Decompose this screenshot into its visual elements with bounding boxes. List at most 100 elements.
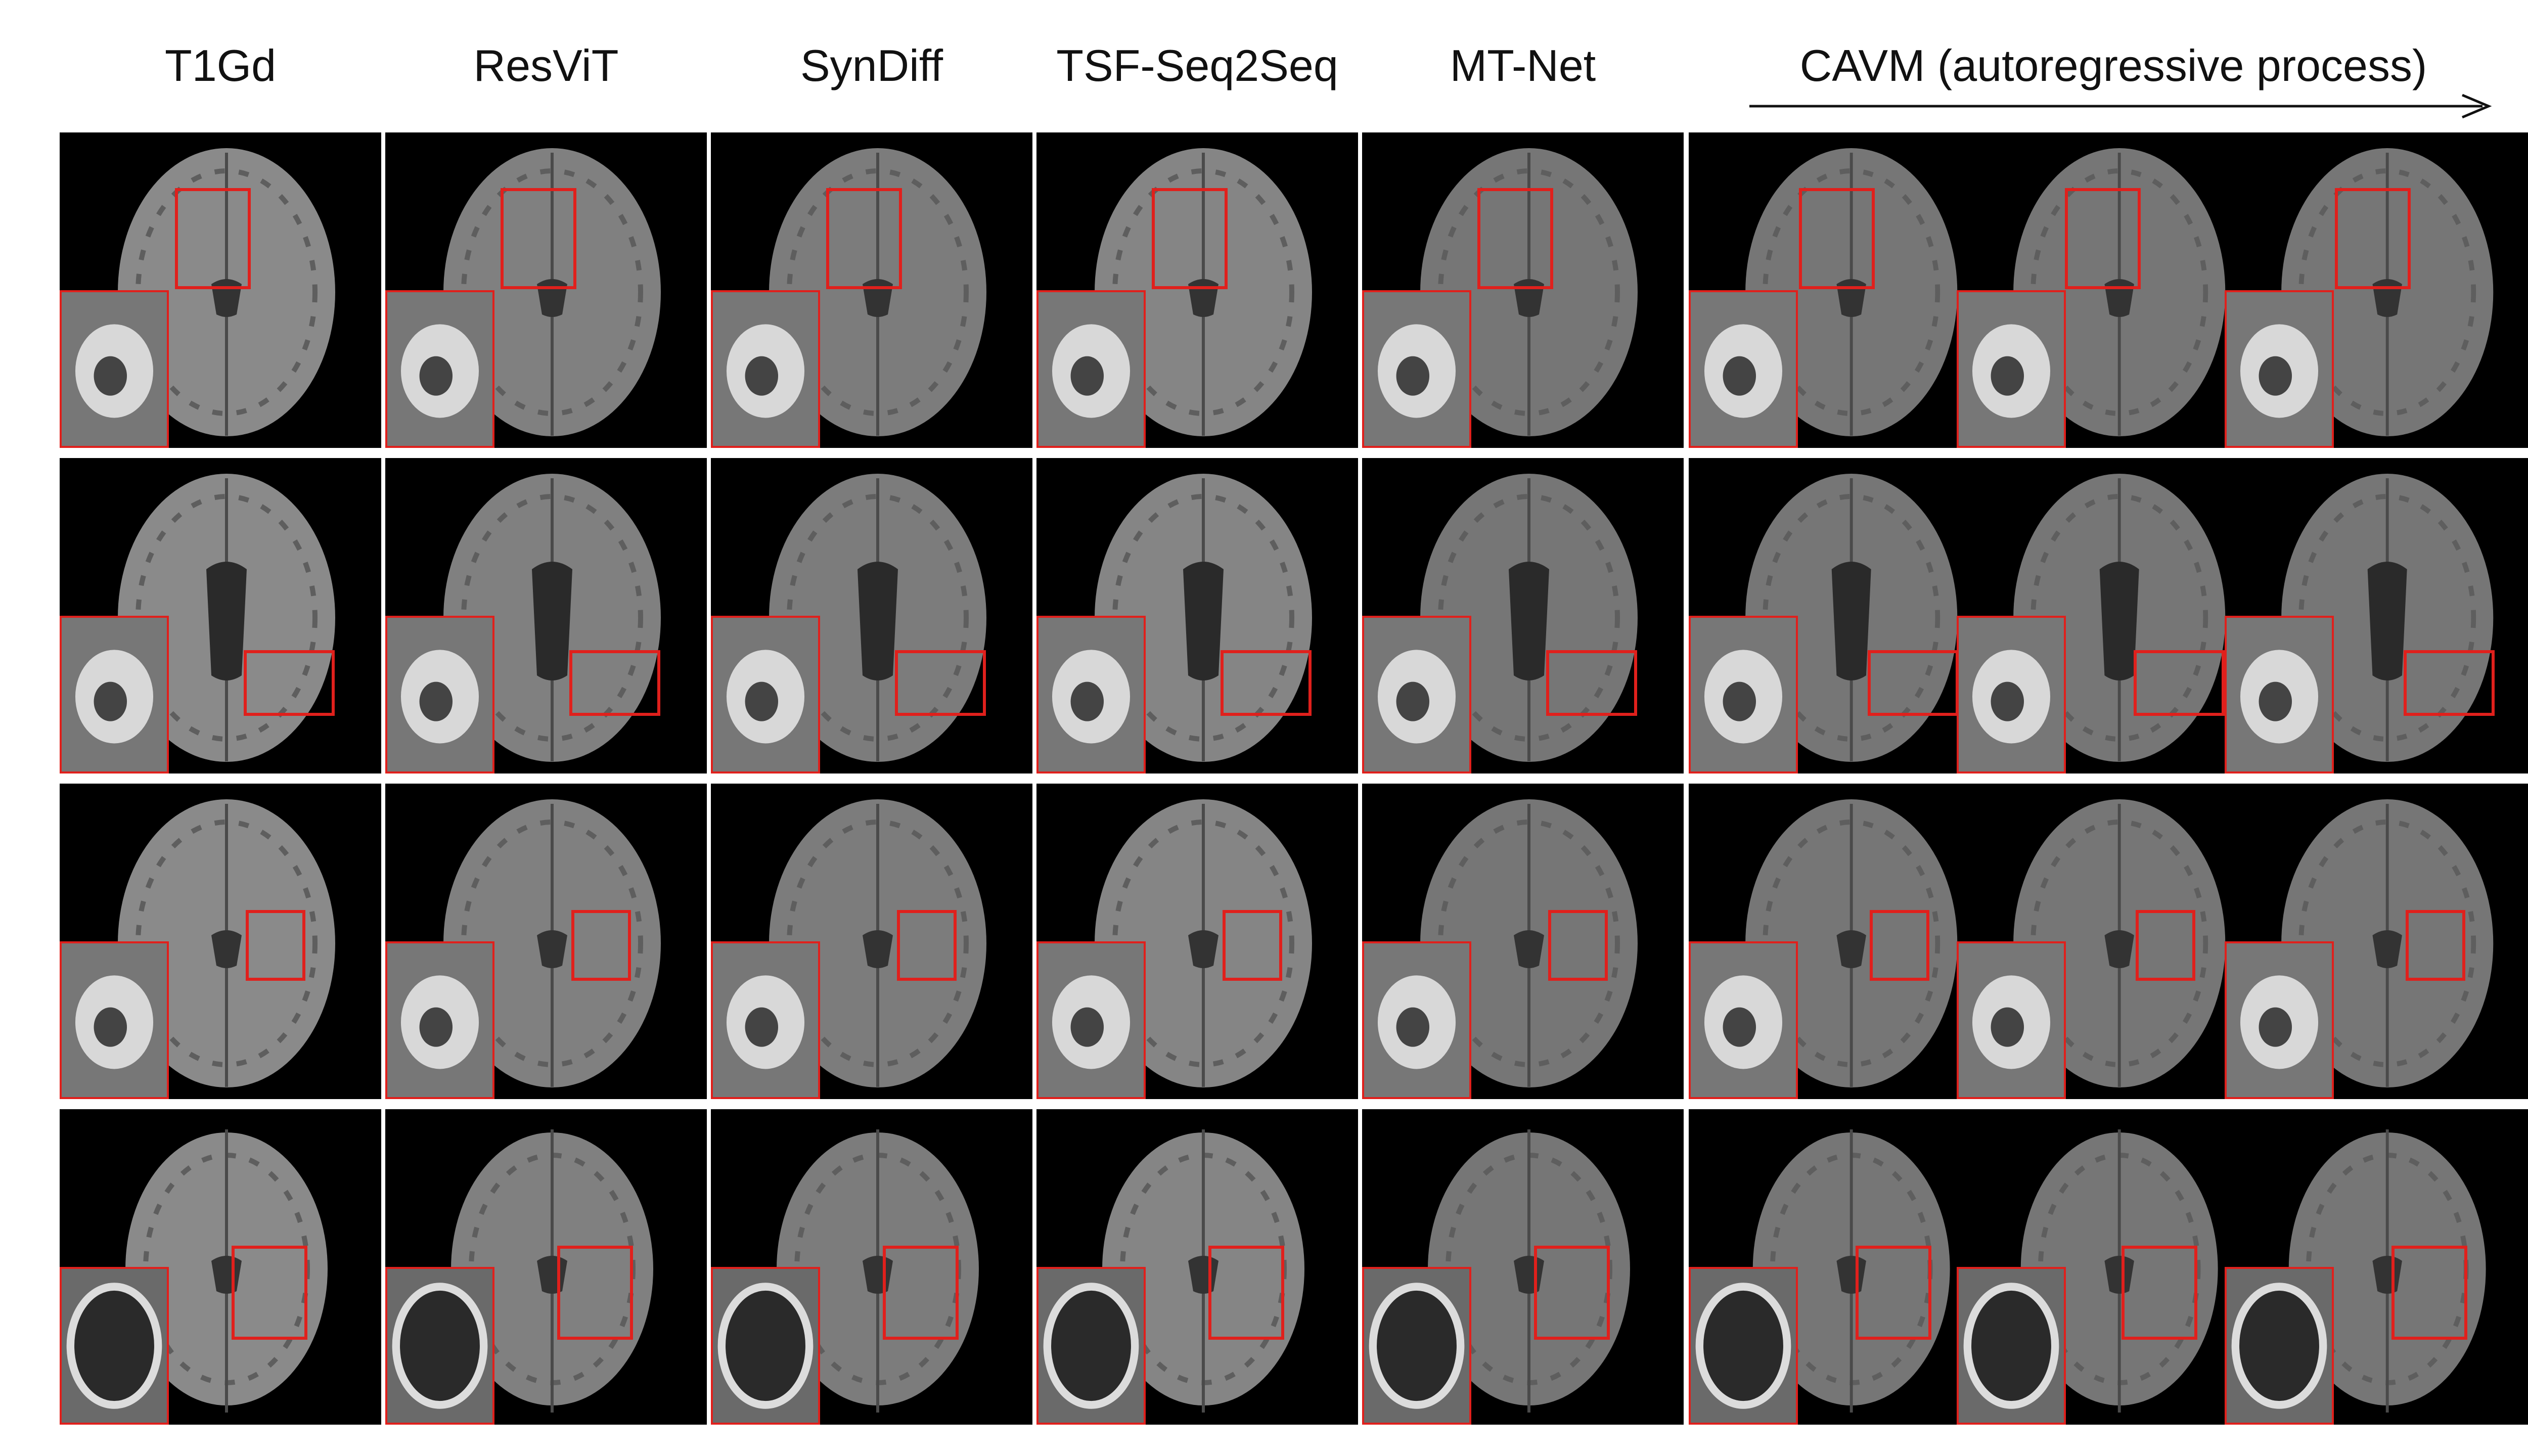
zoom-inset — [1957, 290, 2066, 448]
roi-box — [501, 188, 576, 289]
image-row-case-3 — [60, 784, 2528, 1099]
roi-box — [571, 910, 631, 981]
roi-box — [1477, 188, 1553, 289]
mri-slice-case-1-col0 — [60, 132, 381, 448]
autoregressive-arrow — [1749, 94, 2492, 119]
mri-slice-case-2-col1 — [385, 458, 707, 774]
zoom-inset — [2225, 941, 2334, 1099]
zoom-inset — [385, 1267, 494, 1425]
mri-slice-case-4-cavm — [1689, 1109, 2528, 1425]
roi-box — [232, 1246, 307, 1340]
zoom-inset — [385, 941, 494, 1099]
mri-slice-case-2-col4 — [1362, 458, 1684, 774]
column-header-syndiff: SynDiff — [800, 40, 943, 90]
zoom-inset — [1036, 290, 1146, 448]
image-row-case-4 — [60, 1109, 2528, 1425]
roi-box — [1208, 1246, 1284, 1340]
mri-slice-case-2-col0 — [60, 458, 381, 774]
zoom-inset — [385, 290, 494, 448]
column-header-t1gd: T1Gd — [164, 40, 277, 90]
cavm-step-3 — [2225, 1109, 2528, 1425]
mri-slice-case-1-col2 — [711, 132, 1032, 448]
roi-box — [2134, 650, 2225, 716]
roi-box — [2391, 1246, 2467, 1340]
mri-slice-case-3-cavm — [1689, 784, 2528, 1099]
roi-box — [1856, 1246, 1931, 1340]
mri-slice-case-1-col1 — [385, 132, 707, 448]
roi-box — [1223, 910, 1282, 981]
roi-box — [1152, 188, 1228, 289]
cavm-step-1 — [1689, 784, 2002, 1099]
zoom-inset — [2225, 290, 2334, 448]
cavm-step-1 — [1689, 132, 2002, 448]
mri-slice-case-3-col4 — [1362, 784, 1684, 1099]
roi-box — [244, 650, 335, 716]
roi-box — [557, 1246, 633, 1340]
cavm-step-2 — [1957, 132, 2270, 448]
roi-box — [2406, 910, 2465, 981]
roi-box — [1870, 910, 1929, 981]
zoom-inset — [60, 941, 169, 1099]
zoom-inset — [711, 290, 820, 448]
zoom-inset — [2225, 616, 2334, 774]
roi-box — [2404, 650, 2495, 716]
zoom-inset — [1689, 290, 1798, 448]
mri-slice-case-3-col0 — [60, 784, 381, 1099]
cavm-step-1 — [1689, 1109, 2002, 1425]
zoom-inset — [1689, 941, 1798, 1099]
zoom-inset — [1957, 941, 2066, 1099]
roi-box — [1534, 1246, 1610, 1340]
cavm-step-3 — [2225, 458, 2528, 774]
zoom-inset — [1362, 616, 1471, 774]
zoom-inset — [60, 1267, 169, 1425]
zoom-inset — [711, 1267, 820, 1425]
image-row-case-2 — [60, 458, 2528, 774]
roi-box — [1221, 650, 1312, 716]
zoom-inset — [60, 616, 169, 774]
zoom-inset — [1957, 1267, 2066, 1425]
cavm-step-3 — [2225, 132, 2528, 448]
roi-box — [897, 910, 957, 981]
roi-box — [246, 910, 305, 981]
cavm-step-2 — [1957, 458, 2270, 774]
zoom-inset — [1689, 1267, 1798, 1425]
column-header-tsf-seq2seq: TSF-Seq2Seq — [1056, 40, 1338, 90]
zoom-inset — [1957, 616, 2066, 774]
mri-slice-case-2-col3 — [1036, 458, 1358, 774]
mri-slice-case-3-col2 — [711, 784, 1032, 1099]
zoom-inset — [711, 941, 820, 1099]
cavm-step-3 — [2225, 784, 2528, 1099]
roi-box — [2121, 1246, 2197, 1340]
zoom-inset — [1036, 1267, 1146, 1425]
zoom-inset — [60, 290, 169, 448]
column-header-cavm: CAVM (autoregressive process) — [1799, 40, 2427, 90]
column-header-resvit: ResViT — [473, 40, 619, 90]
zoom-inset — [1036, 616, 1146, 774]
roi-box — [1548, 910, 1608, 981]
mri-slice-case-1-col4 — [1362, 132, 1684, 448]
zoom-inset — [1362, 941, 1471, 1099]
mri-slice-case-1-cavm — [1689, 132, 2528, 448]
zoom-inset — [1689, 616, 1798, 774]
mri-slice-case-1-col3 — [1036, 132, 1358, 448]
mri-slice-case-4-col0 — [60, 1109, 381, 1425]
mri-slice-case-4-col1 — [385, 1109, 707, 1425]
roi-box — [1868, 650, 1959, 716]
zoom-inset — [2225, 1267, 2334, 1425]
roi-box — [883, 1246, 959, 1340]
column-header-mt-net: MT-Net — [1450, 40, 1596, 90]
roi-box — [175, 188, 251, 289]
zoom-inset — [1036, 941, 1146, 1099]
mri-slice-case-4-col3 — [1036, 1109, 1358, 1425]
cavm-step-2 — [1957, 784, 2270, 1099]
roi-box — [2065, 188, 2141, 289]
image-row-case-1 — [60, 132, 2528, 448]
zoom-inset — [711, 616, 820, 774]
zoom-inset — [1362, 1267, 1471, 1425]
mri-slice-case-3-col1 — [385, 784, 707, 1099]
zoom-inset — [385, 616, 494, 774]
roi-box — [1546, 650, 1637, 716]
mri-slice-case-2-cavm — [1689, 458, 2528, 774]
roi-box — [826, 188, 902, 289]
roi-box — [1799, 188, 1875, 289]
